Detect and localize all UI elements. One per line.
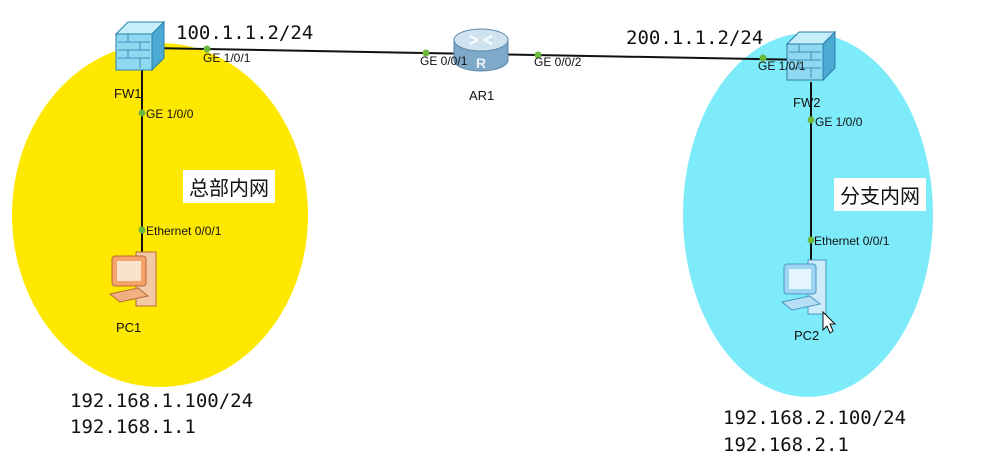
pc2-node[interactable]: PC2 xyxy=(780,259,827,343)
port-dot xyxy=(807,116,815,124)
firewall-icon xyxy=(785,30,837,82)
pc-icon xyxy=(780,259,827,315)
port-dot xyxy=(534,51,542,59)
ar1-label: AR1 xyxy=(469,88,494,103)
fw2-wan-address: 200.1.1.2/24 xyxy=(626,27,764,49)
pc2-gateway: 192.168.2.1 xyxy=(723,434,849,456)
pc1-label: PC1 xyxy=(116,320,141,335)
port-dot xyxy=(203,45,211,53)
firewall-icon xyxy=(114,20,166,72)
fw1-wan-address: 100.1.1.2/24 xyxy=(176,22,314,44)
fw2-node[interactable]: FW2 xyxy=(785,30,837,110)
port-dot xyxy=(759,54,767,62)
fw2-ge101-label: GE 1/0/1 xyxy=(758,59,806,73)
pc1-ip-address: 192.168.1.100/24 xyxy=(70,390,254,412)
fw1-ge101-label: GE 1/0/1 xyxy=(203,51,251,65)
hq-zone-label: 总部内网 xyxy=(183,170,275,203)
fw1-label: FW1 xyxy=(114,86,141,101)
branch-zone xyxy=(683,33,933,397)
port-dot xyxy=(422,49,430,57)
pc2-ip-address: 192.168.2.100/24 xyxy=(723,407,907,429)
port-dot xyxy=(138,109,146,117)
pc1-node[interactable]: PC1 xyxy=(108,251,157,335)
pc-icon xyxy=(108,251,157,307)
fw1-node[interactable]: FW1 xyxy=(114,20,166,101)
branch-zone-label: 分支内网 xyxy=(834,178,926,211)
mouse-cursor-icon xyxy=(822,310,837,334)
router-icon: R xyxy=(453,28,509,72)
fw2-label: FW2 xyxy=(793,95,820,110)
pc2-label: PC2 xyxy=(794,328,819,343)
ar1-ge002-label: GE 0/0/2 xyxy=(534,55,582,69)
ar1-node[interactable]: R AR1 xyxy=(453,28,509,103)
port-dot xyxy=(138,226,146,234)
fw2-ge100-label: GE 1/0/0 xyxy=(815,115,863,129)
pc1-gateway: 192.168.1.1 xyxy=(70,416,196,438)
port-dot xyxy=(807,236,815,244)
svg-text:R: R xyxy=(476,55,486,71)
pc2-eth-label: Ethernet 0/0/1 xyxy=(814,234,890,248)
fw1-ge100-label: GE 1/0/0 xyxy=(146,107,194,121)
ar1-ge001-label: GE 0/0/1 xyxy=(420,54,468,68)
hq-zone xyxy=(12,43,308,387)
pc1-eth-label: Ethernet 0/0/1 xyxy=(146,224,222,238)
